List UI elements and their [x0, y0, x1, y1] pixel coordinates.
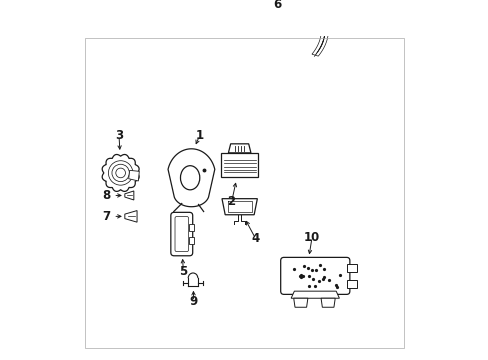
- FancyBboxPatch shape: [280, 257, 349, 294]
- Polygon shape: [222, 199, 257, 215]
- Polygon shape: [189, 224, 194, 231]
- FancyBboxPatch shape: [170, 212, 192, 256]
- Text: 4: 4: [251, 233, 259, 246]
- Text: 1: 1: [195, 130, 203, 143]
- Polygon shape: [124, 191, 134, 200]
- Text: 2: 2: [227, 195, 235, 208]
- Polygon shape: [124, 211, 137, 222]
- Polygon shape: [293, 298, 307, 307]
- Text: 5: 5: [179, 265, 187, 278]
- Polygon shape: [346, 280, 356, 288]
- Polygon shape: [228, 144, 250, 153]
- Text: 6: 6: [273, 0, 281, 11]
- Polygon shape: [290, 291, 339, 298]
- Polygon shape: [346, 264, 356, 272]
- Polygon shape: [102, 154, 139, 192]
- Polygon shape: [168, 149, 214, 207]
- Polygon shape: [184, 0, 327, 23]
- Polygon shape: [128, 170, 139, 181]
- Bar: [221, 153, 258, 177]
- Polygon shape: [189, 237, 194, 244]
- Text: 10: 10: [304, 231, 320, 244]
- Text: 7: 7: [102, 210, 110, 223]
- Polygon shape: [311, 23, 328, 56]
- Polygon shape: [321, 298, 335, 307]
- Text: 3: 3: [115, 130, 123, 143]
- Text: 9: 9: [189, 295, 197, 308]
- Text: 8: 8: [102, 189, 110, 202]
